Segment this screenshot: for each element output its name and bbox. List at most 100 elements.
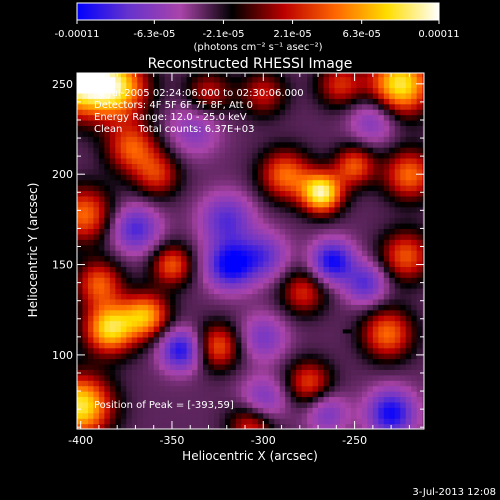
heatmap-cell — [361, 119, 368, 126]
heatmap-cell — [241, 320, 248, 327]
heatmap-cell — [104, 201, 111, 208]
heatmap-cell — [263, 92, 270, 99]
heatmap-cell — [350, 336, 358, 343]
heatmap-cell — [279, 412, 286, 419]
heatmap-cell — [98, 282, 105, 289]
heatmap-cell — [186, 255, 193, 262]
heatmap-cell — [192, 260, 199, 267]
heatmap-cell — [345, 266, 352, 273]
heatmap-cell — [192, 266, 199, 273]
heatmap-cell — [334, 92, 341, 99]
heatmap-cell — [104, 347, 111, 354]
heatmap-cell — [186, 353, 193, 360]
heatmap-cell — [246, 396, 253, 403]
heatmap-cell — [170, 244, 177, 251]
heatmap-cell — [126, 304, 133, 311]
heatmap-cell — [186, 157, 193, 164]
heatmap-cell — [159, 298, 166, 305]
heatmap-cell — [274, 233, 281, 240]
heatmap-cell — [383, 309, 390, 316]
heatmap-cell — [241, 353, 248, 360]
heatmap-cell — [241, 195, 248, 202]
heatmap-cell — [318, 358, 325, 365]
heatmap-cell — [422, 418, 424, 425]
heatmap-cell — [279, 206, 286, 213]
heatmap-cell — [93, 255, 100, 262]
heatmap-cell — [98, 391, 105, 398]
heatmap-cell — [290, 125, 297, 132]
heatmap-cell — [405, 353, 412, 360]
heatmap-cell — [142, 147, 149, 154]
heatmap-cell — [361, 260, 368, 267]
heatmap-cell — [411, 141, 418, 148]
heatmap-cell — [422, 336, 424, 343]
heatmap-cell — [394, 76, 401, 83]
heatmap-cell — [203, 304, 210, 311]
heatmap-cell — [235, 396, 242, 403]
heatmap-cell — [323, 288, 330, 295]
heatmap-cell — [422, 358, 424, 365]
heatmap-cell — [339, 260, 347, 267]
heatmap-cell — [367, 125, 374, 132]
heatmap-cell — [285, 423, 292, 429]
heatmap-cell — [93, 407, 100, 414]
heatmap-cell — [230, 358, 237, 365]
heatmap-cell — [296, 228, 303, 235]
heatmap-cell — [235, 266, 242, 273]
heatmap-cell — [323, 141, 330, 148]
heatmap-cell — [405, 179, 412, 186]
heatmap-cell — [131, 380, 138, 387]
heatmap-cell — [422, 190, 424, 197]
heatmap-cell — [405, 217, 412, 224]
heatmap-cell — [224, 385, 232, 392]
heatmap-cell — [109, 266, 116, 273]
heatmap-cell — [252, 309, 259, 316]
heatmap-cell — [197, 412, 204, 419]
heatmap-cell — [126, 147, 133, 154]
heatmap-cell — [339, 190, 347, 197]
heatmap-cell — [416, 222, 423, 230]
heatmap-cell — [148, 298, 155, 305]
heatmap-cell — [181, 401, 188, 408]
heatmap-cell — [257, 298, 264, 305]
heatmap-cell — [77, 363, 84, 370]
heatmap-cell — [208, 396, 215, 403]
heatmap-cell — [175, 401, 182, 408]
heatmap-cell — [230, 109, 237, 116]
heatmap-cell — [159, 282, 166, 289]
heatmap-cell — [137, 380, 144, 387]
heatmap-cell — [115, 179, 122, 186]
heatmap-cell — [389, 288, 396, 295]
heatmap-cell — [142, 385, 149, 392]
heatmap-cell — [339, 358, 347, 365]
heatmap-cell — [213, 233, 221, 240]
heatmap-cell — [104, 157, 111, 164]
heatmap-cell — [170, 179, 177, 186]
heatmap-cell — [394, 163, 401, 170]
heatmap-cell — [246, 304, 253, 311]
heatmap-cell — [197, 336, 204, 343]
heatmap-cell — [203, 98, 210, 105]
heatmap-cell — [318, 391, 325, 398]
heatmap-cell — [181, 250, 188, 257]
heatmap-cell — [252, 212, 259, 219]
heatmap-cell — [274, 195, 281, 202]
heatmap-cell — [142, 374, 149, 381]
heatmap-cell — [186, 163, 193, 170]
heatmap-cell — [175, 391, 182, 398]
heatmap-cell — [159, 271, 166, 278]
heatmap-cell — [98, 82, 105, 89]
heatmap-cell — [203, 92, 210, 99]
heatmap-cell — [197, 114, 204, 121]
heatmap-cell — [345, 412, 352, 419]
heatmap-cell — [93, 244, 100, 251]
heatmap-cell — [339, 385, 347, 392]
heatmap-cell — [109, 190, 116, 197]
heatmap-cell — [109, 157, 116, 164]
heatmap-cell — [153, 260, 160, 267]
heatmap-cell — [323, 277, 330, 284]
heatmap-cell — [192, 244, 199, 251]
heatmap-cell — [372, 277, 379, 284]
heatmap-cell — [389, 130, 396, 137]
heatmap-cell — [257, 374, 264, 381]
